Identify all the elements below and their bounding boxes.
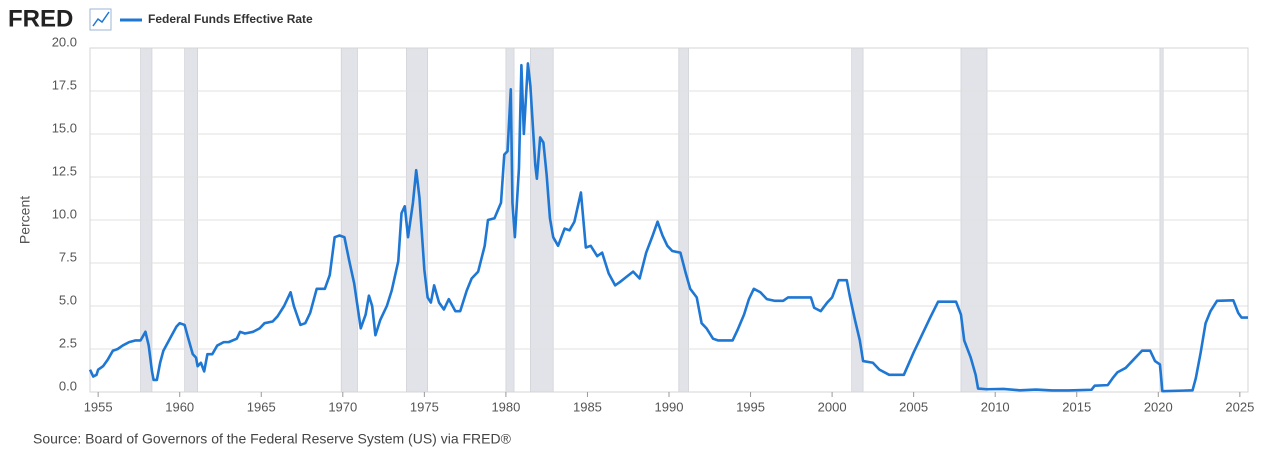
x-tick-label: 1985 bbox=[573, 399, 602, 414]
x-tick-label: 2025 bbox=[1225, 399, 1254, 414]
data-line bbox=[88, 62, 1248, 393]
y-tick-label: 20.0 bbox=[52, 34, 77, 49]
x-tick-label: 1980 bbox=[491, 399, 520, 414]
y-tick-label: 10.0 bbox=[52, 206, 77, 221]
source-note: Source: Board of Governors of the Federa… bbox=[33, 431, 512, 447]
legend-label: Federal Funds Effective Rate bbox=[148, 12, 313, 26]
y-tick-label: 15.0 bbox=[52, 120, 77, 135]
x-tick-label: 1990 bbox=[655, 399, 684, 414]
y-tick-label: 0.0 bbox=[59, 378, 77, 393]
x-tick-label: 2020 bbox=[1144, 399, 1173, 414]
y-axis-label: Percent bbox=[17, 196, 33, 244]
y-tick-label: 12.5 bbox=[52, 163, 77, 178]
logo-icon bbox=[89, 8, 112, 31]
x-tick-label: 2015 bbox=[1062, 399, 1091, 414]
x-tick-label: 1975 bbox=[410, 399, 439, 414]
y-tick-label: 5.0 bbox=[59, 292, 77, 307]
x-tick-label: 2010 bbox=[981, 399, 1010, 414]
y-tick-label: 17.5 bbox=[52, 77, 77, 92]
x-tick-label: 2000 bbox=[818, 399, 847, 414]
x-tick-label: 1960 bbox=[165, 399, 194, 414]
x-tick-label: 2005 bbox=[899, 399, 928, 414]
y-tick-label: 2.5 bbox=[59, 335, 77, 350]
plot-area bbox=[88, 47, 1249, 397]
x-tick-label: 1970 bbox=[328, 399, 357, 414]
x-tick-label: 1955 bbox=[84, 399, 113, 414]
y-tick-label: 7.5 bbox=[59, 249, 77, 264]
x-tick-label: 1995 bbox=[736, 399, 765, 414]
brand-logo: FRED bbox=[8, 5, 73, 32]
x-tick-label: 1965 bbox=[247, 399, 276, 414]
